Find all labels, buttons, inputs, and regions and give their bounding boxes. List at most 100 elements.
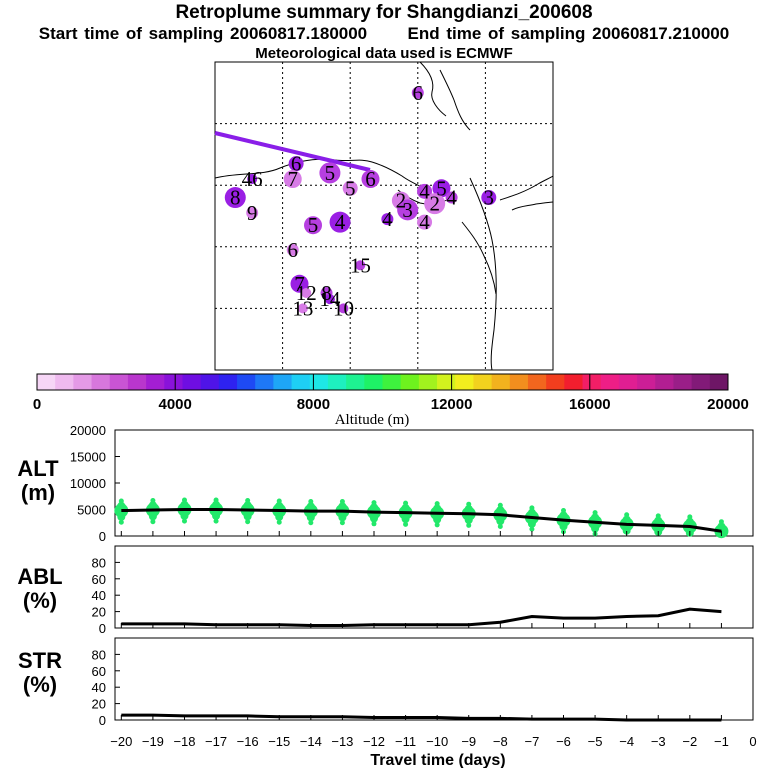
map-cluster-dot: [247, 174, 258, 185]
map-cluster-label: 4: [382, 207, 393, 231]
alt-cluster-dot: [592, 510, 598, 516]
abl-frame: [114, 545, 754, 629]
x-tick-label: −7: [524, 734, 539, 749]
alt-cluster-dot: [371, 521, 377, 527]
alt-cluster-dot: [559, 511, 568, 520]
str-y-tick-label: 40: [92, 680, 106, 695]
map-cluster-dot: [338, 303, 349, 314]
x-axis-title: Travel time (days): [370, 752, 505, 768]
map-cluster-dot: [286, 243, 299, 256]
map-cluster-label: 7: [287, 167, 298, 191]
str-y-tick-label: 60: [92, 664, 106, 679]
alt-cluster-dot: [591, 513, 600, 522]
colorbar-cell: [309, 374, 329, 390]
alt-cluster-dot: [371, 500, 377, 506]
abl-label: ABL: [17, 564, 62, 589]
abl-y-tick-label: 60: [92, 572, 106, 587]
x-tick-label: −8: [493, 734, 508, 749]
colorbar-cell: [218, 374, 238, 390]
alt-y-ticks: 0 5000 10000 15000 20000: [70, 423, 120, 544]
x-tick-label: −2: [682, 734, 697, 749]
map-cluster-dot: [324, 294, 335, 305]
map-cluster-label: 3: [402, 198, 413, 222]
colorbar-cell: [146, 374, 165, 390]
x-tick-label: −5: [588, 734, 603, 749]
alt-cluster-dot: [339, 520, 345, 526]
abl-y-tick-label: 40: [92, 588, 106, 603]
alt-cluster-dot: [718, 519, 724, 525]
x-tick-label: −13: [331, 734, 353, 749]
str-y-tick-label: 20: [92, 697, 106, 712]
x-tick-label: −17: [205, 734, 227, 749]
map-cluster-dot: [329, 211, 351, 233]
x-tick-label: −9: [461, 734, 476, 749]
alt-cluster-dot: [276, 519, 282, 525]
colorbar-cell: [182, 374, 202, 390]
colorbar-cell: [655, 374, 674, 390]
x-tick-label: −11: [395, 734, 416, 749]
alt-cluster-dot: [213, 518, 219, 524]
map-cluster-label: 2: [429, 192, 440, 216]
colorbar-cell: [418, 374, 438, 390]
colorbar-cell: [582, 374, 602, 390]
map-cluster-label: 9: [247, 201, 258, 225]
alt-cluster-dot: [181, 497, 187, 503]
x-tick-label: −4: [619, 734, 634, 749]
alt-cluster-dot: [466, 501, 472, 507]
alt-cluster-dot: [685, 517, 694, 526]
colorbar-cells: [37, 374, 729, 390]
altitude-colorbar: 0 4000 8000 12000 16000 20000 Altitude (m): [33, 373, 749, 428]
alt-cluster-dot: [148, 501, 157, 510]
map-cluster-label: 5: [308, 213, 319, 237]
alt-cluster-dot: [654, 516, 663, 525]
sampling-times: Start time of sampling 20060817.180000 E…: [0, 24, 768, 44]
x-tick-label: −10: [426, 734, 448, 749]
alt-cluster-dot: [338, 502, 347, 511]
map-cluster-label: 5: [345, 176, 356, 200]
map-cluster-dot: [283, 170, 302, 189]
meteo-source: Meteorological data used is ECMWF: [255, 45, 513, 62]
colorbar-cell: [600, 374, 620, 390]
alt-cluster-dot: [560, 508, 566, 514]
alt-y-tick-label: 15000: [70, 450, 106, 465]
map-cluster-dot: [411, 86, 424, 99]
alt-cluster-dot: [403, 500, 409, 506]
x-tick-label: −6: [556, 734, 571, 749]
map-cluster-label: 6: [291, 152, 302, 176]
alt-cluster-dot: [308, 499, 314, 505]
alt-cluster-dot: [243, 501, 252, 510]
map-cluster-dot: [288, 156, 304, 172]
str-line: [121, 713, 722, 722]
alt-cluster-dot: [529, 505, 535, 511]
alt-cluster-dot: [497, 523, 503, 529]
coast-line-h: [419, 61, 447, 117]
map-cluster-label: 6: [287, 238, 298, 262]
alt-cluster-dot: [275, 501, 284, 510]
colorbar-cell: [55, 374, 74, 390]
map-cluster-label: 12: [296, 281, 317, 305]
end-time-label: End time of sampling: [407, 24, 586, 43]
map-cluster-label: 6: [365, 167, 376, 191]
alt-cluster-dot: [339, 499, 345, 505]
alt-cluster-dot: [434, 522, 440, 528]
map-cluster-label: 46: [242, 167, 263, 191]
map-cluster-label: 3: [484, 186, 495, 210]
str-y-tick-label: 0: [99, 713, 106, 728]
alt-cluster-dot: [245, 497, 251, 503]
alt-cluster-dot: [464, 504, 473, 513]
colorbar-cell: [91, 374, 111, 390]
map-cluster-dot: [424, 193, 446, 215]
colorbar-cell: [164, 374, 183, 390]
alt-y-tick-label: 0: [99, 529, 106, 544]
alt-cluster-dot: [150, 497, 156, 503]
map-cluster-label: 4: [335, 210, 346, 234]
colorbar-cell: [255, 374, 274, 390]
map-cluster-dot: [445, 191, 458, 204]
x-tick-label: −3: [651, 734, 666, 749]
